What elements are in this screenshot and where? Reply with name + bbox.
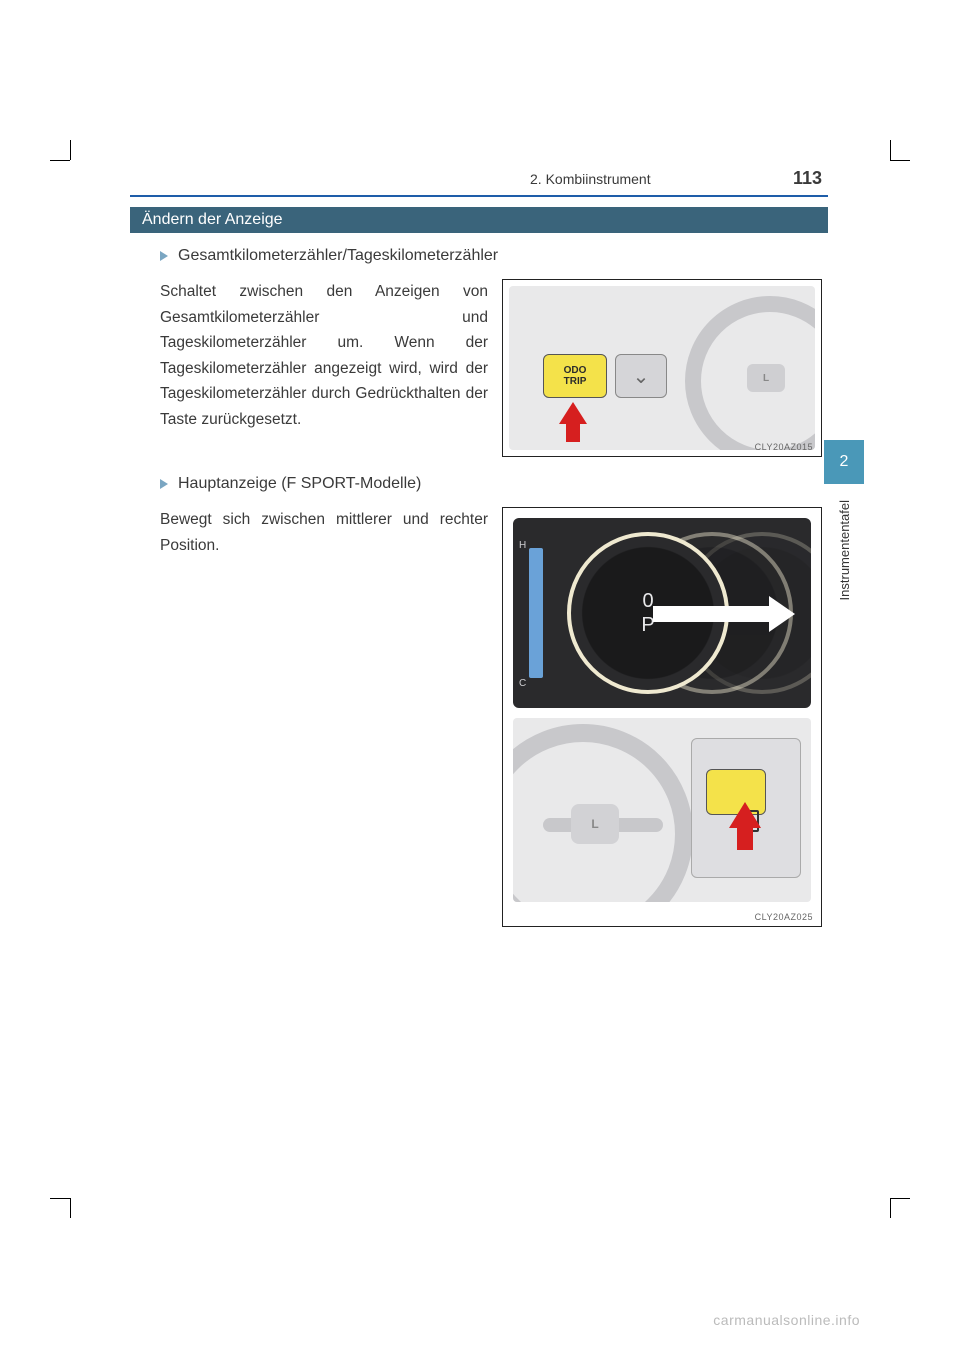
item-text: Schaltet zwischen den Anzeigen von Gesam… (160, 279, 488, 432)
pointer-arrow-icon (729, 802, 761, 828)
chapter-number: 2 (840, 453, 849, 471)
list-item: Gesamtkilometerzähler/Tageskilometerzähl… (160, 247, 822, 457)
chevron-down-icon: ⌄ (633, 364, 650, 389)
odo-label: ODO (564, 365, 587, 376)
bullet-triangle-icon (160, 251, 168, 261)
odo-trip-button: ODO TRIP (543, 354, 607, 398)
chapter-label: Instrumententafel (837, 500, 852, 600)
chapter-tab: 2 (824, 440, 864, 484)
content-area: Gesamtkilometerzähler/Tageskilometerzähl… (130, 247, 828, 927)
dashboard-bg: L ODO TRIP ⌄ (509, 286, 815, 450)
illustration-main-gauge: H C 0 P (502, 507, 822, 927)
steering-panel: L (513, 718, 811, 902)
item-heading: Gesamtkilometerzähler/Tageskilometerzähl… (160, 247, 822, 265)
temperature-gauge-icon (529, 548, 543, 678)
page-header: 2. Kombiinstrument 113 (130, 168, 828, 189)
wheel-hub-logo: L (571, 804, 619, 844)
illustration-odo-trip: L ODO TRIP ⌄ CLY20AZ015 (502, 279, 822, 457)
item-text: Bewegt sich zwischen mittlerer und recht… (160, 507, 488, 558)
watermark: carmanualsonline.info (713, 1312, 860, 1328)
crop-mark (60, 1188, 80, 1208)
crop-mark (880, 150, 900, 170)
section-title-bar: Ändern der Anzeige (130, 207, 828, 233)
instrument-cluster: H C 0 P (513, 518, 811, 708)
item-title: Gesamtkilometerzähler/Tageskilometerzähl… (178, 247, 498, 265)
gauge-value: 0 (642, 589, 653, 613)
item-heading: Hauptanzeige (F SPORT-Modelle) (160, 475, 822, 493)
header-rule (130, 195, 828, 197)
list-item: Hauptanzeige (F SPORT-Modelle) Bewegt si… (160, 475, 822, 927)
movement-arrow-icon (653, 606, 773, 622)
bullet-triangle-icon (160, 479, 168, 489)
pointer-arrow-icon (559, 402, 587, 424)
temp-hot-label: H (519, 540, 526, 551)
temp-cold-label: C (519, 678, 526, 689)
crop-mark (880, 1188, 900, 1208)
wheel-hub-logo: L (747, 364, 785, 392)
item-title: Hauptanzeige (F SPORT-Modelle) (178, 475, 421, 493)
crop-mark (60, 150, 80, 170)
page-content: 2. Kombiinstrument 113 Ändern der Anzeig… (130, 168, 828, 945)
figure-caption: CLY20AZ015 (755, 442, 813, 452)
trip-label: TRIP (564, 376, 587, 387)
page-number: 113 (793, 168, 822, 189)
down-chevron-button: ⌄ (615, 354, 667, 398)
figure-caption: CLY20AZ025 (755, 912, 813, 922)
section-path: 2. Kombiinstrument (130, 171, 651, 187)
